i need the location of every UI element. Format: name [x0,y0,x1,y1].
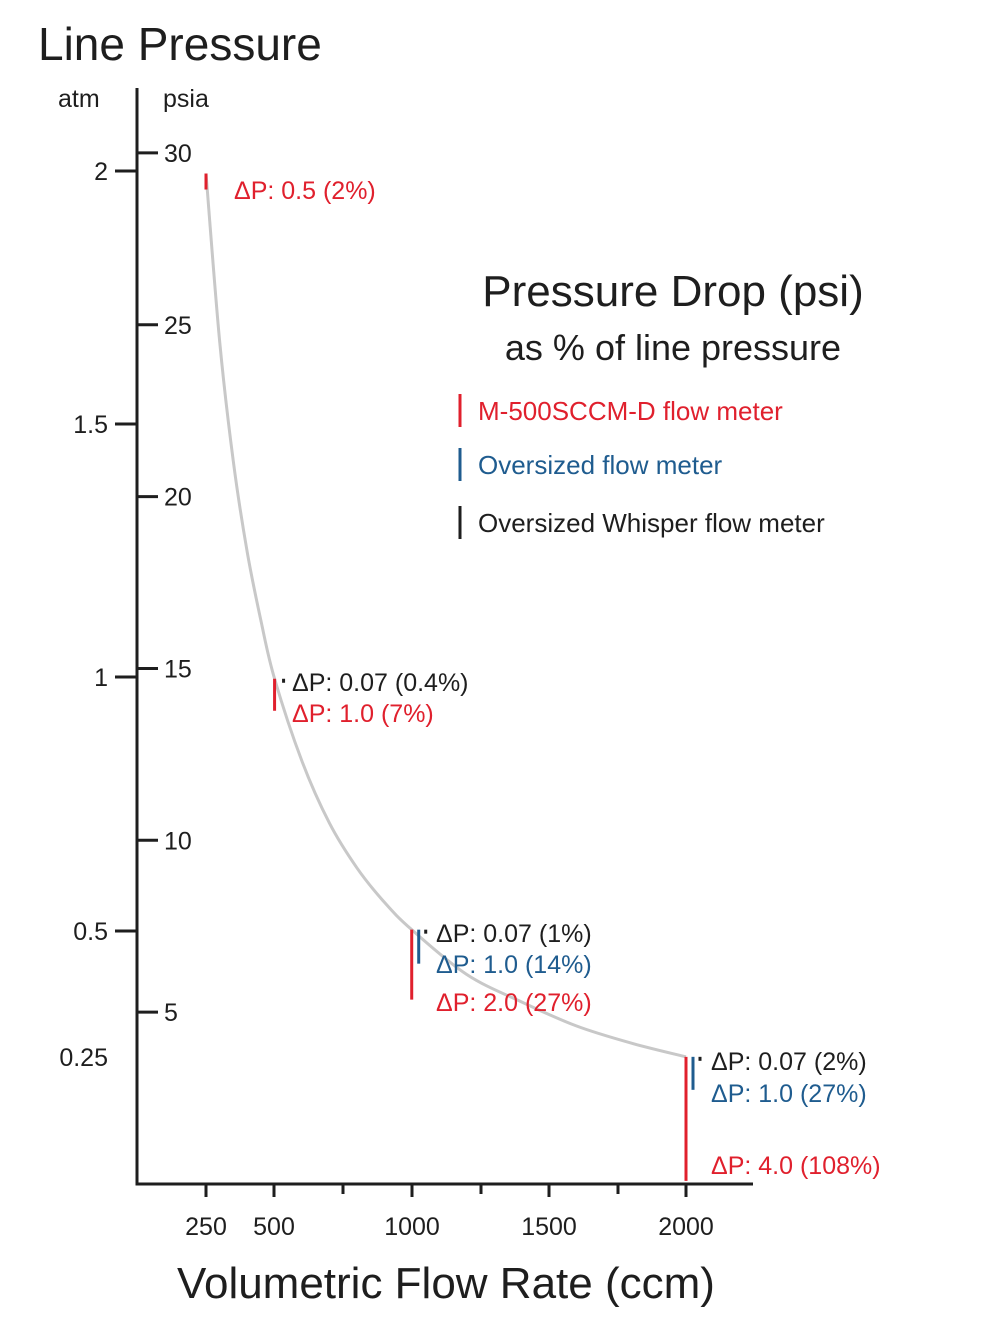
pressure-drop-label: ΔP: 0.07 (1%) [436,920,592,948]
pressure-drop-label: ΔP: 0.07 (0.4%) [292,669,469,697]
y-unit-psia: psia [163,85,209,113]
legend: Pressure Drop (psi) as % of line pressur… [458,267,864,539]
chart-title: Line Pressure [38,18,322,70]
pressure-drop-label: ΔP: 2.0 (27%) [436,989,592,1017]
pressure-drop-label: ΔP: 1.0 (7%) [292,700,434,728]
y-unit-atm: atm [58,85,100,113]
x-tick-label: 500 [253,1213,295,1241]
pressure-drop-label: ΔP: 1.0 (14%) [436,951,592,979]
legend-title: Pressure Drop (psi) [482,267,863,316]
line-pressure-curve [204,173,687,1059]
x-axis-label: Volumetric Flow Rate (ccm) [177,1259,715,1308]
x-tick-label: 250 [185,1213,227,1241]
pressure-drop-label: ΔP: 0.5 (2%) [234,177,376,205]
y-tick-label-atm: 1.5 [73,411,108,439]
pressure-drop-label: ΔP: 1.0 (27%) [711,1080,867,1108]
y-tick-label-psia: 10 [164,827,192,855]
x-tick-label: 2000 [658,1213,714,1241]
x-tick-label: 1000 [384,1213,440,1241]
annotation-layer: ΔP: 0.5 (2%) ΔP: 0.07 (0.4%) ΔP: 1.0 (7%) Δ… [204,173,881,1181]
y-tick-label-atm: 2 [94,158,108,186]
x-tick-label: 1500 [521,1213,577,1241]
legend-label: Oversized flow meter [478,450,723,480]
y-tick-label-atm: 0.5 [73,918,108,946]
y-tick-label-psia: 5 [164,999,178,1027]
y-tick-label-psia: 15 [164,655,192,683]
legend-entries: M-500SCCM-D flow meter Oversized flow met… [458,394,825,539]
axes: 5 10 15 20 25 30 2 1.5 1 0.5 0.25 250 500 1000 1500 200… [59,88,753,1241]
y-tick-label-atm: 0.25 [59,1044,108,1072]
y-tick-label-psia: 20 [164,484,192,512]
pressure-drop-label: ΔP: 4.0 (108%) [711,1152,881,1180]
legend-subtitle: as % of line pressure [505,327,841,368]
legend-label: M-500SCCM-D flow meter [478,396,783,426]
y-tick-label-psia: 30 [164,140,192,168]
y-tick-label-psia: 25 [164,312,192,340]
curve-layer [204,173,687,1059]
y-tick-label-atm: 1 [94,664,108,692]
pressure-drop-label: ΔP: 0.07 (2%) [711,1048,867,1076]
legend-label: Oversized Whisper flow meter [478,508,825,538]
